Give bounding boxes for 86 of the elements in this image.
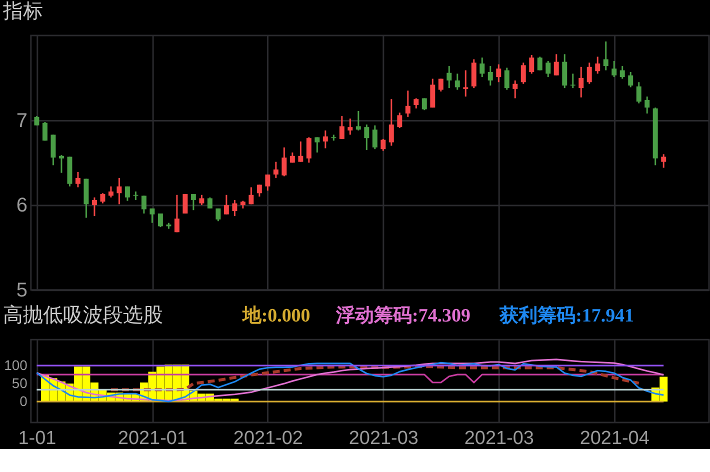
- x-tick-label: 1-01: [18, 428, 56, 449]
- candlestick: [190, 193, 196, 211]
- candlestick: [554, 53, 559, 76]
- x-tick-label: 2021-03: [464, 428, 534, 449]
- candlestick: [356, 110, 361, 132]
- candlestick: [58, 154, 64, 174]
- candlestick: [158, 212, 163, 228]
- candlestick: [397, 112, 402, 129]
- candlestick: [124, 186, 130, 202]
- candlestick: [562, 53, 568, 89]
- series-label: 浮动筹码:74.309: [335, 304, 470, 327]
- candlestick: [661, 153, 666, 169]
- candlestick: [488, 65, 493, 86]
- candlestick: [224, 194, 229, 216]
- candlestick: [644, 96, 650, 114]
- candlestick: [471, 58, 476, 89]
- x-tick-label: 2021-02: [233, 428, 303, 449]
- series-label: 获利筹码:17.941: [498, 304, 634, 327]
- candlestick: [388, 98, 394, 146]
- candlestick: [430, 78, 436, 108]
- y-tick-label: 100: [4, 357, 28, 374]
- candlestick: [380, 138, 386, 152]
- candlestick: [414, 98, 419, 110]
- candlestick: [529, 54, 534, 74]
- candlestick: [182, 193, 188, 214]
- chart-title: 指标: [2, 0, 43, 23]
- y-tick-label: 7: [16, 110, 28, 132]
- candlestick: [348, 118, 353, 136]
- candlestick: [100, 192, 106, 204]
- candlestick: [446, 65, 452, 89]
- candlestick: [578, 66, 584, 98]
- candlestick: [141, 194, 146, 214]
- candlestick: [372, 124, 378, 150]
- y-tick-label: 6: [16, 194, 28, 217]
- candlestick: [628, 71, 634, 88]
- candlestick: [116, 177, 122, 205]
- x-tick-label: 2021-03: [348, 428, 418, 449]
- candlestick: [595, 56, 600, 74]
- y-tick-label: 0: [20, 393, 28, 410]
- candlestick: [273, 161, 278, 179]
- candlestick: [546, 60, 551, 78]
- candlestick: [108, 186, 114, 198]
- y-tick-label: 5: [16, 279, 28, 302]
- candlestick: [586, 62, 592, 85]
- candlestick: [34, 115, 40, 126]
- candlestick: [174, 194, 180, 233]
- candlestick: [282, 146, 287, 177]
- candlestick: [232, 199, 238, 217]
- candlestick: [570, 72, 576, 89]
- chart-title: 高抛低吸波段选股: [2, 304, 163, 327]
- y-tick-label: 50: [12, 375, 28, 392]
- candlestick: [75, 171, 80, 188]
- candlestick: [520, 62, 526, 85]
- candlestick: [438, 78, 444, 92]
- candlestick: [207, 196, 212, 210]
- candlestick: [50, 134, 56, 166]
- candlestick: [150, 208, 155, 224]
- candlestick: [612, 60, 617, 78]
- candlestick: [92, 196, 97, 217]
- candlestick: [454, 72, 460, 91]
- candlestick: [480, 56, 485, 78]
- candlestick: [248, 186, 254, 205]
- candlestick: [265, 174, 270, 192]
- candlestick: [314, 136, 320, 154]
- candlestick: [603, 40, 608, 72]
- candlestick: [620, 65, 625, 80]
- candlestick: [405, 90, 410, 118]
- x-tick-label: 2021-04: [580, 428, 650, 449]
- x-tick-label: 2021-01: [118, 428, 188, 449]
- candlestick: [496, 64, 502, 83]
- candlestick: [199, 194, 204, 206]
- candlestick: [504, 66, 510, 91]
- candlestick: [322, 130, 328, 150]
- candlestick: [306, 136, 312, 164]
- candlestick: [463, 70, 468, 98]
- candlestick: [256, 184, 262, 198]
- candlestick: [42, 121, 48, 142]
- candlestick: [298, 140, 304, 163]
- text: 地:0.000: [241, 304, 310, 327]
- candlestick: [364, 124, 370, 151]
- line-series: [109, 365, 640, 392]
- candlestick: [339, 115, 344, 140]
- candlestick: [537, 56, 542, 72]
- candlestick: [636, 81, 642, 104]
- candlestick: [512, 80, 518, 100]
- candlestick: [216, 208, 221, 222]
